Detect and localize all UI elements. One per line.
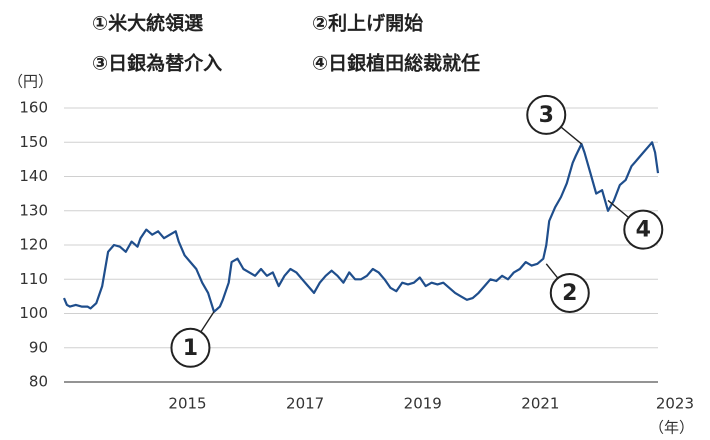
y-tick-label: 140 (19, 167, 48, 185)
axes: （円） （年） (8, 73, 694, 437)
y-tick-label: 150 (19, 133, 48, 151)
x-tick-label: 2017 (286, 395, 324, 413)
annotation-circle (549, 272, 590, 313)
annotation-marker: 3 (526, 94, 582, 145)
annotation-marker: 2 (545, 263, 590, 313)
y-unit-label: （円） (8, 73, 53, 91)
y-tick-label: 160 (19, 99, 48, 117)
legend-label: ①米大統領選 (92, 12, 203, 35)
legend: ①米大統領選 ②利上げ開始 ③日銀為替介入 ④日銀植田総裁就任 (92, 12, 480, 75)
grid: 80 90 100 110 120 130 140 150 160 2015 2017 2019 202… (19, 99, 694, 413)
y-tick-label: 110 (19, 270, 48, 288)
legend-item: ①米大統領選 (92, 12, 203, 35)
annotation-leader (545, 263, 559, 279)
annotation-leader (607, 199, 630, 219)
y-tick-label: 90 (29, 338, 48, 356)
annotations: 1 2 3 4 (170, 94, 664, 368)
annotation-leader (200, 311, 215, 333)
x-tick-label: 2023 (656, 395, 694, 413)
series (62, 141, 660, 313)
legend-label: ③日銀為替介入 (92, 52, 222, 75)
x-tick-label: 2015 (168, 395, 206, 413)
annotation-number: 3 (539, 103, 554, 128)
annotation-circle (170, 327, 211, 368)
x-unit-label: （年） (649, 419, 694, 437)
annotation-number: 1 (183, 336, 198, 361)
x-tick-label: 2019 (404, 395, 442, 413)
legend-item: ③日銀為替介入 (92, 52, 222, 75)
y-tick-label: 130 (19, 201, 48, 219)
legend-label: ②利上げ開始 (312, 12, 423, 35)
x-tick-label: 2021 (521, 395, 559, 413)
annotation-leader (560, 126, 582, 145)
annotation-number: 2 (562, 281, 577, 306)
y-tick-label: 100 (19, 304, 48, 322)
legend-label: ④日銀植田総裁就任 (312, 52, 480, 75)
y-tick-label: 120 (19, 236, 48, 254)
y-tick-label: 80 (29, 373, 48, 391)
annotation-circle (623, 209, 664, 250)
series-line (62, 141, 660, 313)
legend-item: ②利上げ開始 (312, 12, 423, 35)
annotation-number: 4 (636, 218, 651, 243)
annotation-marker: 1 (170, 311, 215, 368)
legend-item: ④日銀植田総裁就任 (312, 52, 480, 75)
annotation-circle (526, 94, 567, 135)
annotation-marker: 4 (607, 199, 664, 250)
